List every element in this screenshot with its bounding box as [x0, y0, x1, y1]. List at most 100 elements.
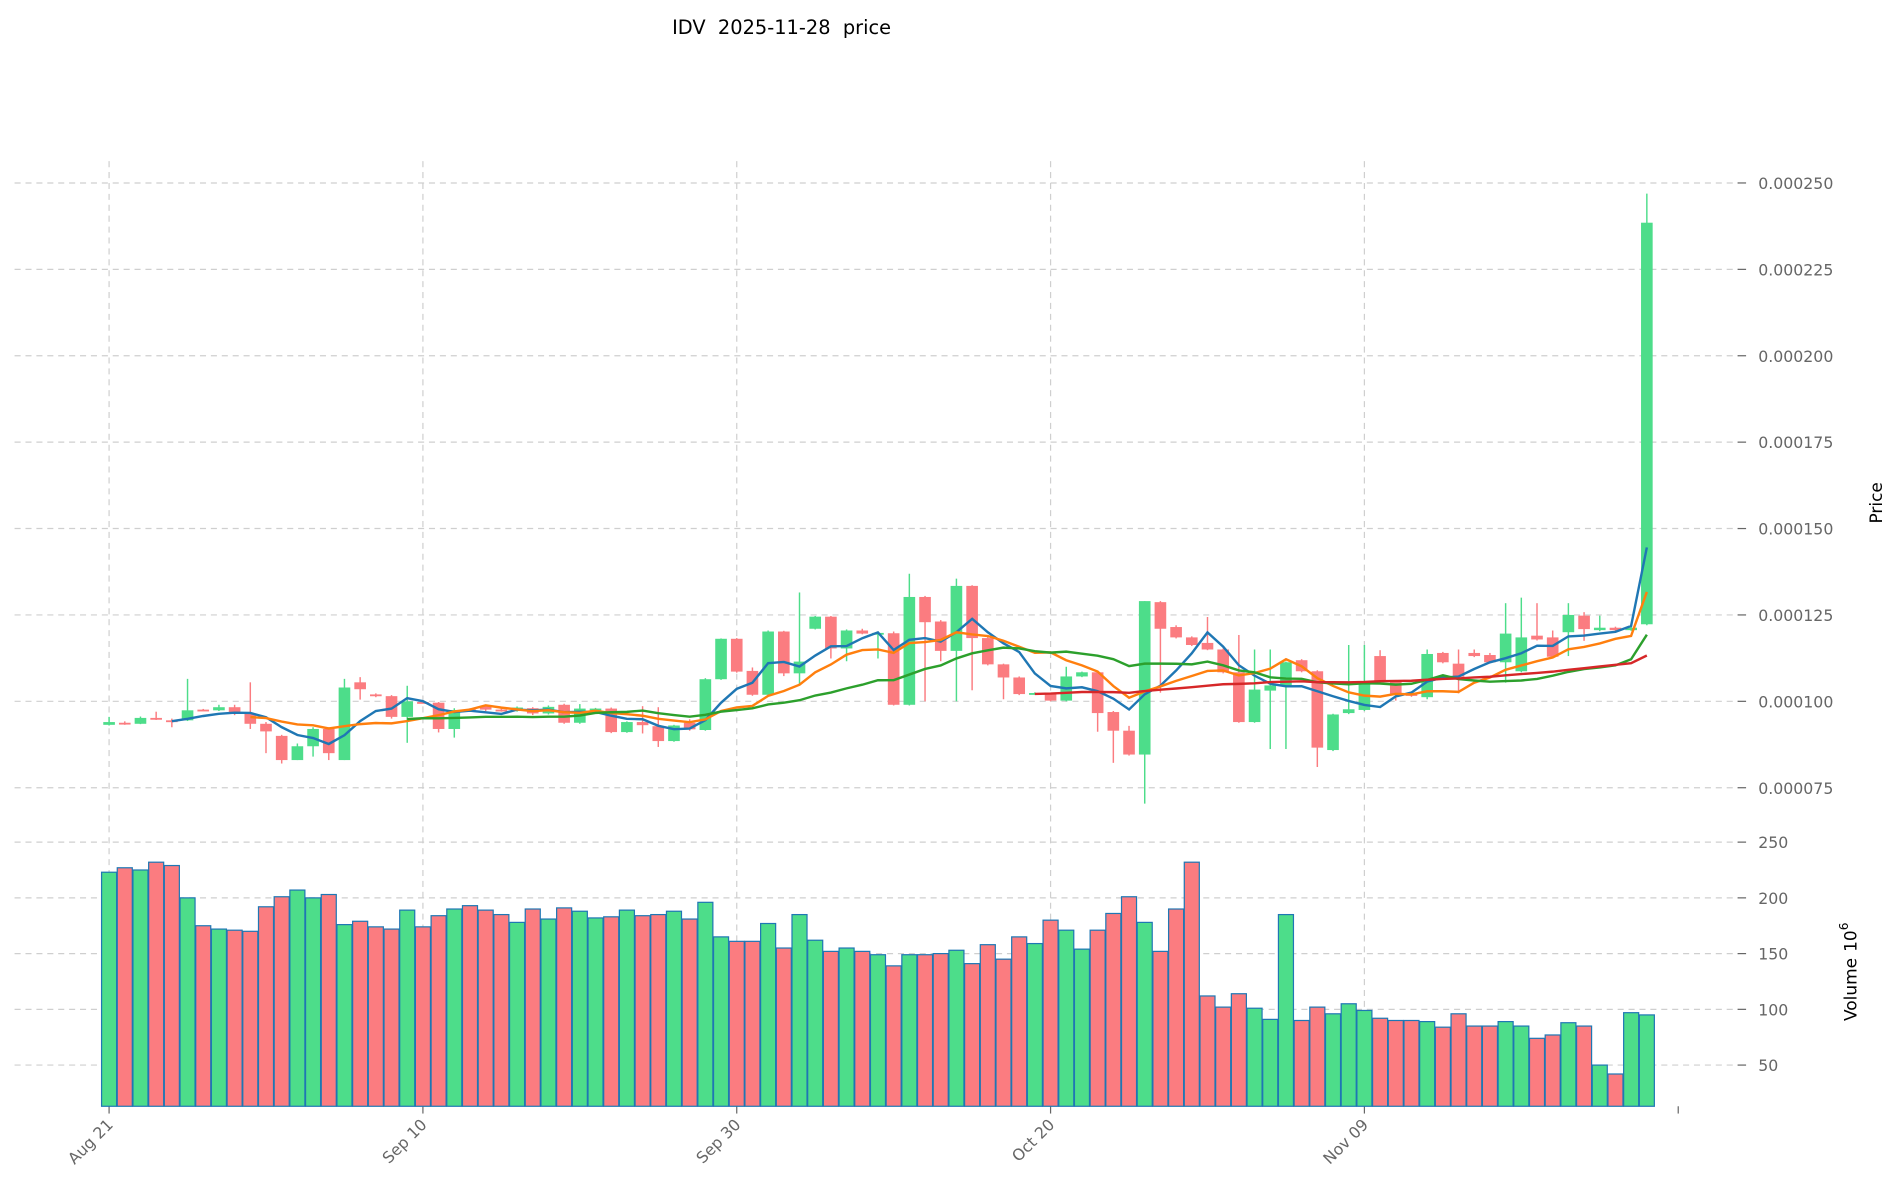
candle-body	[1468, 652, 1481, 657]
candle	[887, 631, 900, 706]
candle-body	[887, 633, 900, 705]
candle	[621, 721, 633, 733]
volume-bar	[1230, 993, 1247, 1107]
candle-body	[166, 720, 178, 723]
volume-bar	[1152, 950, 1169, 1107]
candle	[1327, 713, 1339, 752]
volume-bar	[383, 928, 400, 1107]
volume-bar	[1167, 908, 1185, 1107]
candle-body	[699, 679, 712, 731]
volume-bar	[1450, 1013, 1467, 1107]
candle-body	[370, 694, 382, 697]
candle	[118, 721, 131, 725]
candle-body	[479, 706, 492, 710]
candle	[809, 615, 822, 630]
volume-bar	[634, 915, 651, 1107]
volume-bar	[1623, 1012, 1640, 1107]
candle	[1515, 597, 1528, 673]
volume-bar	[320, 893, 337, 1107]
volume-bar	[1199, 995, 1216, 1107]
candle-body	[338, 687, 351, 761]
candles	[103, 193, 1653, 804]
volume-bar	[1528, 1037, 1546, 1107]
candle	[856, 628, 869, 635]
volume-bar	[446, 908, 463, 1107]
volume-bar	[132, 869, 149, 1107]
volume-bars	[100, 861, 1655, 1107]
candle-body	[1641, 222, 1653, 625]
candle-body	[150, 717, 162, 720]
price-tick-label: 0.000200	[1758, 347, 1833, 366]
volume-bar	[116, 867, 133, 1107]
candle	[1138, 601, 1151, 804]
candle-body	[605, 708, 618, 733]
candle	[1091, 671, 1104, 732]
candle	[715, 638, 727, 680]
volume-bar	[1419, 1020, 1436, 1107]
volume-bar	[477, 909, 494, 1107]
volume-bar	[352, 920, 369, 1107]
candle	[150, 711, 162, 720]
candle	[1609, 626, 1622, 632]
candle-body	[1374, 656, 1386, 682]
candle	[730, 638, 743, 673]
volume-bar	[571, 910, 588, 1107]
candle	[1170, 625, 1182, 639]
volume-bar	[932, 952, 949, 1107]
candle	[197, 708, 210, 712]
candle-body	[1044, 694, 1057, 701]
candle-body	[950, 585, 963, 651]
candle	[825, 615, 837, 659]
volume-bar	[1497, 1020, 1514, 1107]
candle	[1013, 676, 1026, 696]
volume-bar	[728, 940, 745, 1107]
candle-body	[621, 722, 633, 733]
candle-body	[1389, 681, 1402, 695]
candle-body	[134, 717, 147, 724]
candle-body	[354, 682, 366, 690]
candle-body	[1264, 685, 1277, 691]
candle	[778, 630, 790, 677]
volume-bar	[508, 921, 526, 1107]
volume-bar	[399, 909, 416, 1107]
candle-body	[1484, 655, 1496, 663]
candle	[1060, 666, 1073, 702]
candle-body	[840, 630, 853, 649]
candle-body	[1170, 627, 1182, 638]
candle	[558, 703, 570, 724]
price-tick-label: 0.000100	[1758, 692, 1833, 711]
price-tick-label: 0.000225	[1758, 260, 1833, 279]
volume-bar	[791, 913, 808, 1107]
candle-body	[934, 621, 947, 651]
candle-body	[1248, 689, 1261, 723]
candle	[1233, 634, 1245, 723]
candle-body	[448, 709, 461, 729]
candle	[1280, 661, 1292, 750]
volume-bar	[195, 925, 212, 1107]
candle	[966, 585, 978, 691]
candle	[338, 678, 351, 761]
candle	[1358, 644, 1371, 712]
candle	[291, 743, 304, 761]
x-axis-ticks: Aug 21 Sep 10 Sep 30 Oct 20 Nov 09	[64, 1106, 1679, 1168]
volume-bar	[242, 930, 259, 1107]
candle	[495, 708, 508, 712]
volume-bar	[901, 954, 918, 1107]
candle	[354, 677, 366, 700]
candle-body	[1201, 642, 1214, 650]
volume-bar	[1215, 1006, 1232, 1107]
volume-bar	[681, 918, 698, 1107]
volume-bar	[1591, 1064, 1608, 1107]
candle-body	[213, 707, 225, 711]
volume-tick-label: 100	[1758, 1000, 1788, 1019]
candle	[1437, 651, 1449, 664]
candle	[668, 724, 680, 742]
candle	[1468, 649, 1481, 658]
volume-tick-label: 50	[1758, 1056, 1778, 1075]
volume-bar	[712, 936, 730, 1107]
volume-bar	[1544, 1034, 1561, 1107]
volume-bar	[822, 950, 840, 1107]
candle	[134, 716, 147, 725]
volume-bar	[1277, 913, 1295, 1107]
volume-bar	[100, 871, 118, 1107]
